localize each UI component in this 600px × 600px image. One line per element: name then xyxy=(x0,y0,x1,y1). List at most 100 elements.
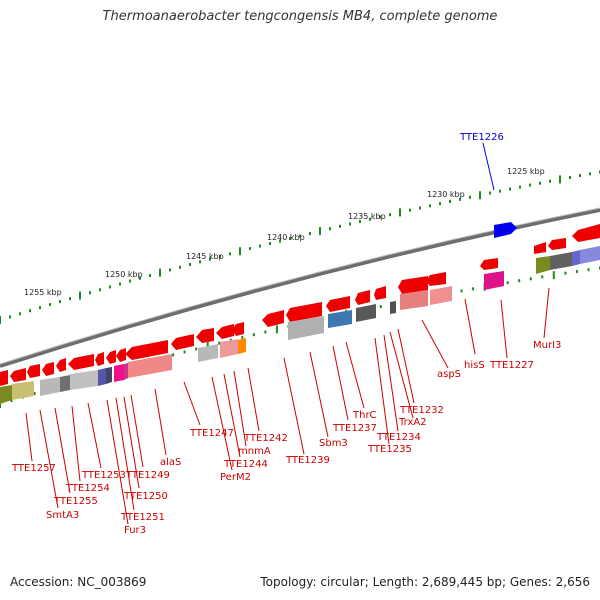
gene-arrow[interactable] xyxy=(42,362,54,376)
gene-label[interactable]: Sbm3 xyxy=(319,438,348,449)
gene-label[interactable]: Fur3 xyxy=(124,525,146,536)
gene-label[interactable]: alaS xyxy=(160,457,181,468)
gene-arrow[interactable] xyxy=(216,324,234,339)
inner-tick xyxy=(564,271,567,275)
feature-box[interactable] xyxy=(328,310,352,328)
feature-box[interactable] xyxy=(238,338,246,354)
highlight-gene-arrow[interactable] xyxy=(494,222,517,238)
feature-box[interactable] xyxy=(0,385,12,404)
gene-arrow[interactable] xyxy=(355,290,370,305)
kbp-tick xyxy=(149,274,151,277)
gene-arrows xyxy=(0,224,600,386)
feature-box[interactable] xyxy=(198,344,218,362)
gene-arrow[interactable] xyxy=(426,272,446,286)
gene-label[interactable]: TTE1237 xyxy=(332,423,377,434)
kbp-tick xyxy=(139,276,141,280)
gene-label[interactable]: TTE1254 xyxy=(65,483,110,494)
feature-box[interactable] xyxy=(356,304,376,322)
kbp-tick xyxy=(119,282,121,286)
gene-label[interactable]: TTE1247 xyxy=(189,428,234,439)
kbp-tick xyxy=(439,202,441,206)
gene-arrow[interactable] xyxy=(10,368,26,382)
gene-arrow[interactable] xyxy=(398,276,428,294)
feature-box[interactable] xyxy=(106,367,112,384)
inner-tick xyxy=(252,333,255,337)
gene-label[interactable]: TTE1242 xyxy=(243,433,288,444)
gene-label[interactable]: TTE1232 xyxy=(399,405,444,416)
gene-label[interactable]: TTE1251 xyxy=(120,512,165,523)
gene-arrow[interactable] xyxy=(106,350,116,364)
feature-box[interactable] xyxy=(128,354,172,378)
kbp-tick xyxy=(189,263,191,266)
feature-box[interactable] xyxy=(400,290,428,310)
feature-box[interactable] xyxy=(12,381,34,400)
gene-arrow[interactable] xyxy=(0,370,8,386)
gene-label[interactable]: TTE1249 xyxy=(125,470,170,481)
gene-arrow[interactable] xyxy=(125,340,168,360)
gene-arrow[interactable] xyxy=(286,302,322,322)
gene-label[interactable]: SmtA3 xyxy=(46,510,79,521)
kbp-tick xyxy=(289,237,291,240)
gene-label[interactable]: TTE1239 xyxy=(285,455,330,466)
gene-arrow[interactable] xyxy=(196,328,214,343)
gene-label[interactable]: aspS xyxy=(437,369,461,380)
gene-label[interactable]: TTE1250 xyxy=(123,491,168,502)
feature-box[interactable] xyxy=(124,363,128,380)
gene-label[interactable]: MurI3 xyxy=(533,340,561,351)
gene-arrow[interactable] xyxy=(232,322,244,336)
inner-tick xyxy=(460,289,463,293)
feature-box[interactable] xyxy=(98,368,106,386)
kbp-tick xyxy=(539,181,541,185)
gene-label[interactable]: TTE1235 xyxy=(367,444,412,455)
kbp-tick xyxy=(29,309,31,313)
gene-arrow[interactable] xyxy=(68,354,94,370)
kbp-tick xyxy=(409,208,411,212)
feature-box[interactable] xyxy=(70,370,98,390)
feature-box[interactable] xyxy=(220,339,238,358)
gene-label[interactable]: TTE1257 xyxy=(11,463,56,474)
gene-label[interactable]: ThrC xyxy=(352,410,377,421)
gene-arrow[interactable] xyxy=(548,238,566,250)
gene-label[interactable]: TrxA2 xyxy=(398,417,427,428)
inner-tick xyxy=(506,281,509,285)
gene-arrow[interactable] xyxy=(171,334,194,350)
gene-arrow[interactable] xyxy=(262,310,284,327)
kbp-tick xyxy=(329,227,331,231)
gene-arrow[interactable] xyxy=(27,364,40,378)
gene-label[interactable]: mnmA xyxy=(238,446,271,457)
label-leaders xyxy=(25,287,550,525)
highlight-gene-label[interactable]: TTE1226 xyxy=(459,132,504,143)
feature-box[interactable] xyxy=(580,246,600,264)
gene-label[interactable]: TTE1244 xyxy=(223,459,268,470)
gene-arrow[interactable] xyxy=(480,258,498,270)
gene-arrow[interactable] xyxy=(116,348,126,362)
gene-arrow[interactable] xyxy=(95,352,104,366)
feature-box[interactable] xyxy=(572,250,580,266)
feature-box[interactable] xyxy=(40,377,60,396)
kbp-tick xyxy=(59,300,61,304)
kbp-tick xyxy=(389,213,391,217)
kbp-tick xyxy=(589,172,591,176)
gene-arrow[interactable] xyxy=(56,358,66,372)
feature-box[interactable] xyxy=(60,375,70,392)
gene-label[interactable]: PerM2 xyxy=(220,472,251,483)
feature-box[interactable] xyxy=(536,256,550,274)
gene-arrow[interactable] xyxy=(534,242,546,254)
genome-backbone-highlight xyxy=(0,207,600,365)
gene-label[interactable]: TTE1227 xyxy=(489,360,534,371)
map-title: Thermoanaerobacter tengcongensis MB4, co… xyxy=(102,9,498,24)
gene-label[interactable]: TTE1253 xyxy=(81,470,126,481)
gene-label[interactable]: TTE1255 xyxy=(53,496,98,507)
feature-box[interactable] xyxy=(550,252,572,270)
gene-arrow[interactable] xyxy=(326,296,350,312)
feature-box[interactable] xyxy=(288,316,324,340)
feature-box[interactable] xyxy=(484,271,504,290)
feature-box[interactable] xyxy=(114,364,124,382)
gene-label[interactable]: TTE1234 xyxy=(376,432,421,443)
gene-label[interactable]: hisS xyxy=(464,360,485,371)
feature-box[interactable] xyxy=(430,286,452,305)
kbp-tick xyxy=(219,254,221,258)
gene-arrow[interactable] xyxy=(374,286,386,300)
gene-arrow[interactable] xyxy=(572,224,600,242)
feature-box[interactable] xyxy=(390,301,396,314)
